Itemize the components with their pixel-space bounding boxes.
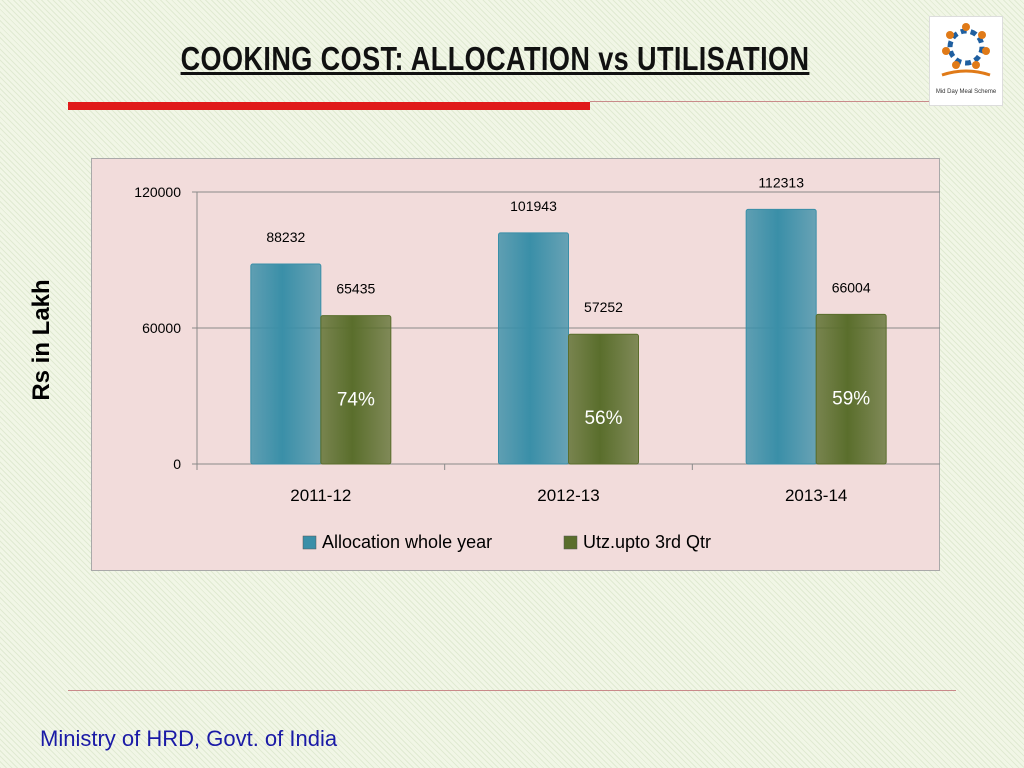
footer-text: Ministry of HRD, Govt. of India — [40, 726, 338, 751]
footer-rule — [68, 690, 956, 691]
title-thin-rule — [590, 101, 930, 102]
logo-caption: Mid Day Meal Scheme — [935, 89, 997, 95]
chart-area — [91, 158, 940, 571]
title-accent-rule — [68, 102, 590, 110]
mid-day-meal-logo: Mid Day Meal Scheme — [929, 16, 1003, 106]
y-axis-title: Rs in Lakh — [28, 279, 55, 401]
slide-title: COOKING COST: ALLOCATION vs UTILISATION — [180, 40, 810, 77]
logo-emblem-icon — [941, 23, 991, 77]
